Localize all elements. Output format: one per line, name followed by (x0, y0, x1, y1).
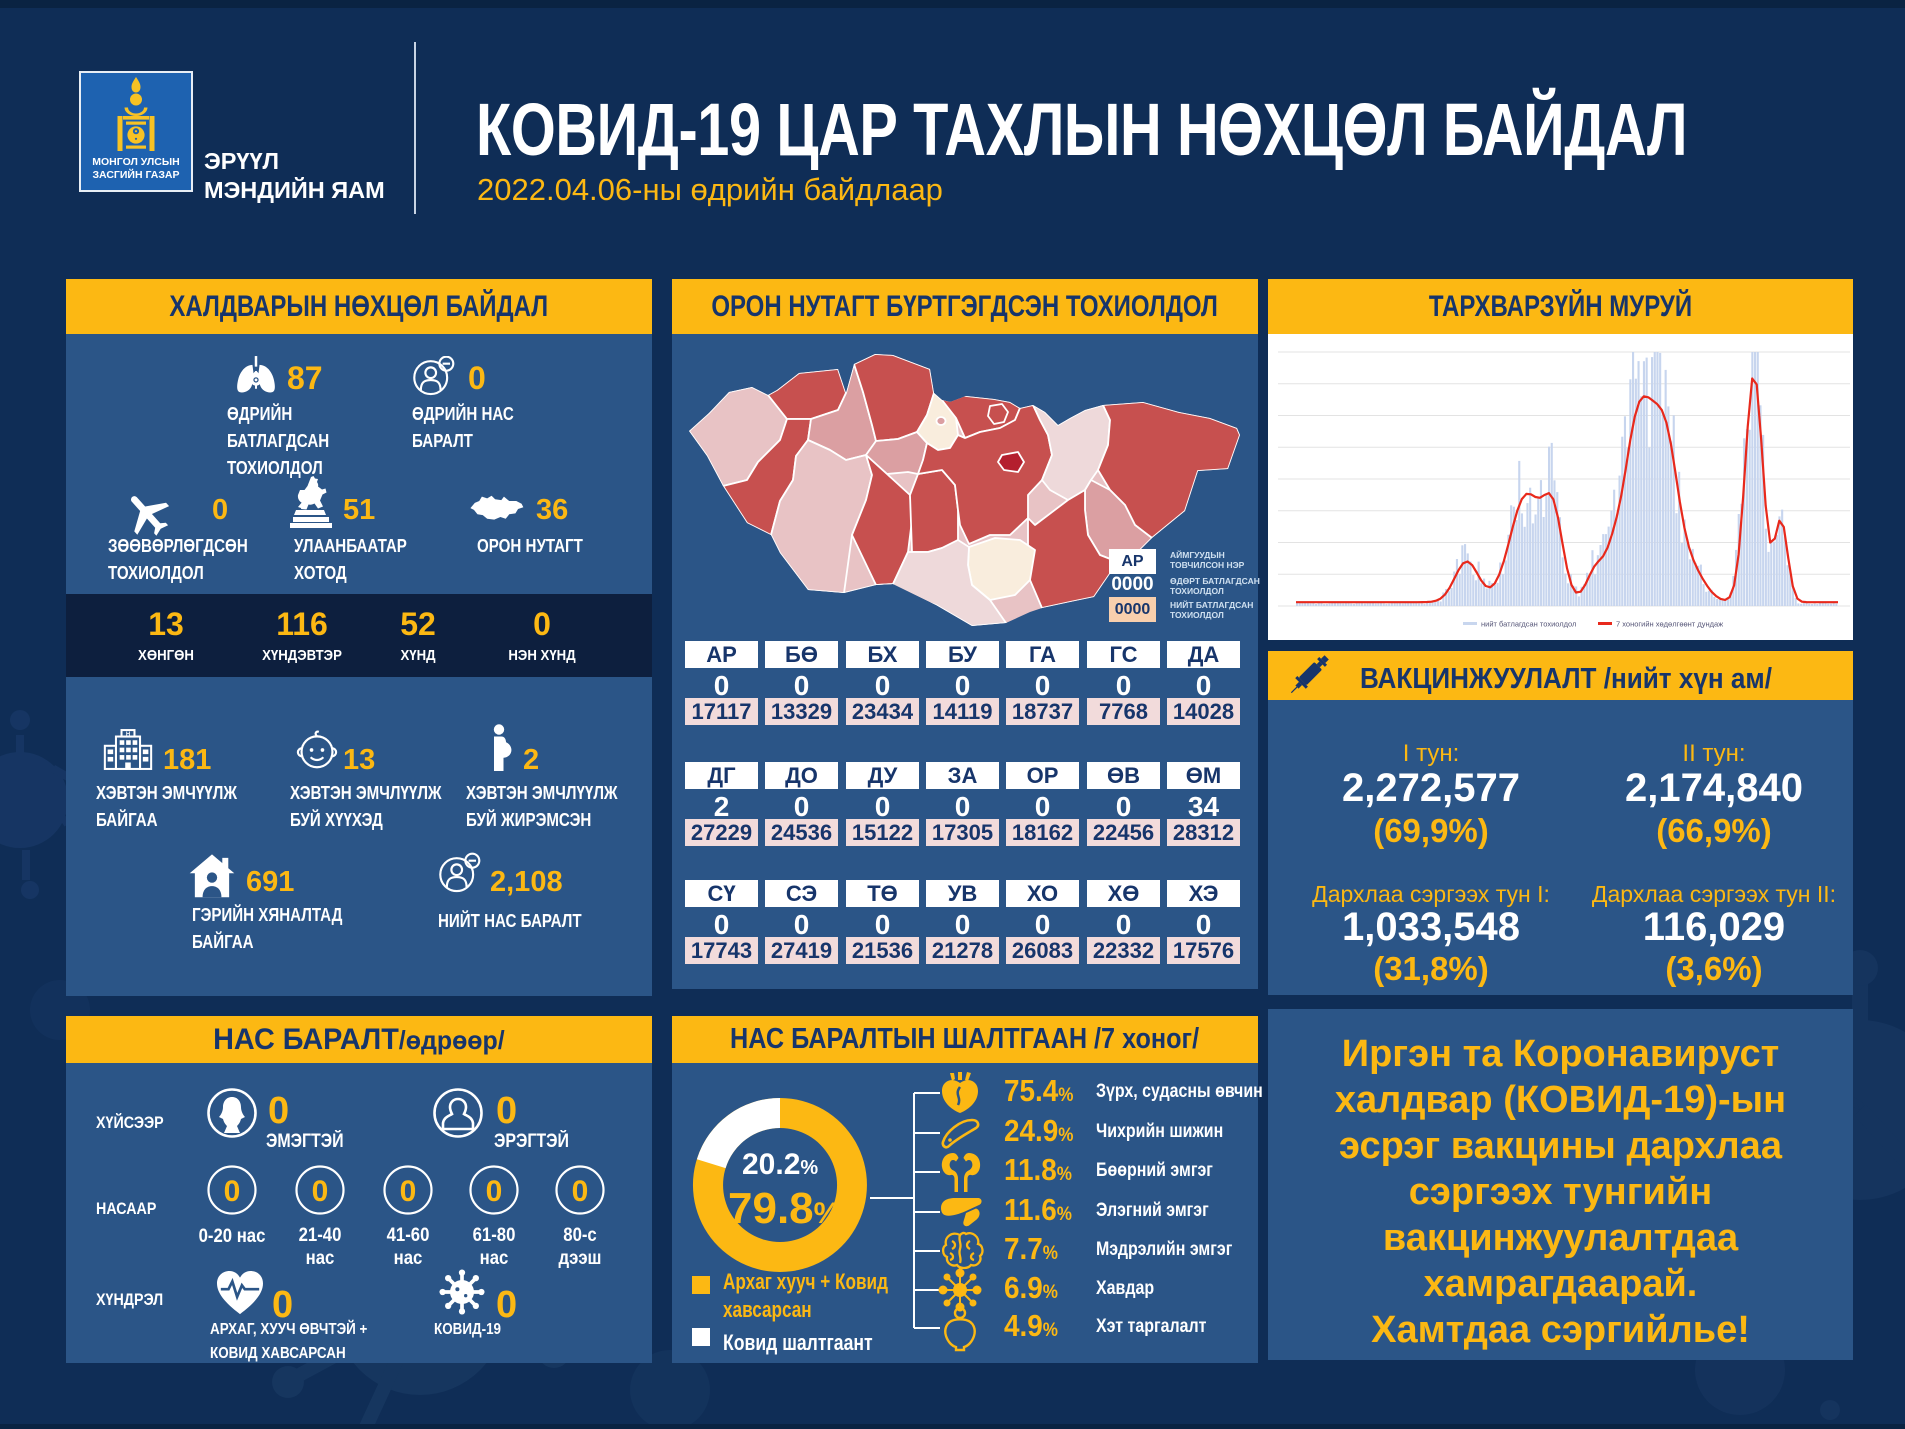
svg-text:H: H (126, 732, 130, 738)
svg-text:7 хоногийн хөдөлгөөнт дундаж: 7 хоногийн хөдөлгөөнт дундаж (1616, 620, 1723, 629)
svg-text:нийт батлагдсан тохиолдол: нийт батлагдсан тохиолдол (1481, 620, 1576, 629)
